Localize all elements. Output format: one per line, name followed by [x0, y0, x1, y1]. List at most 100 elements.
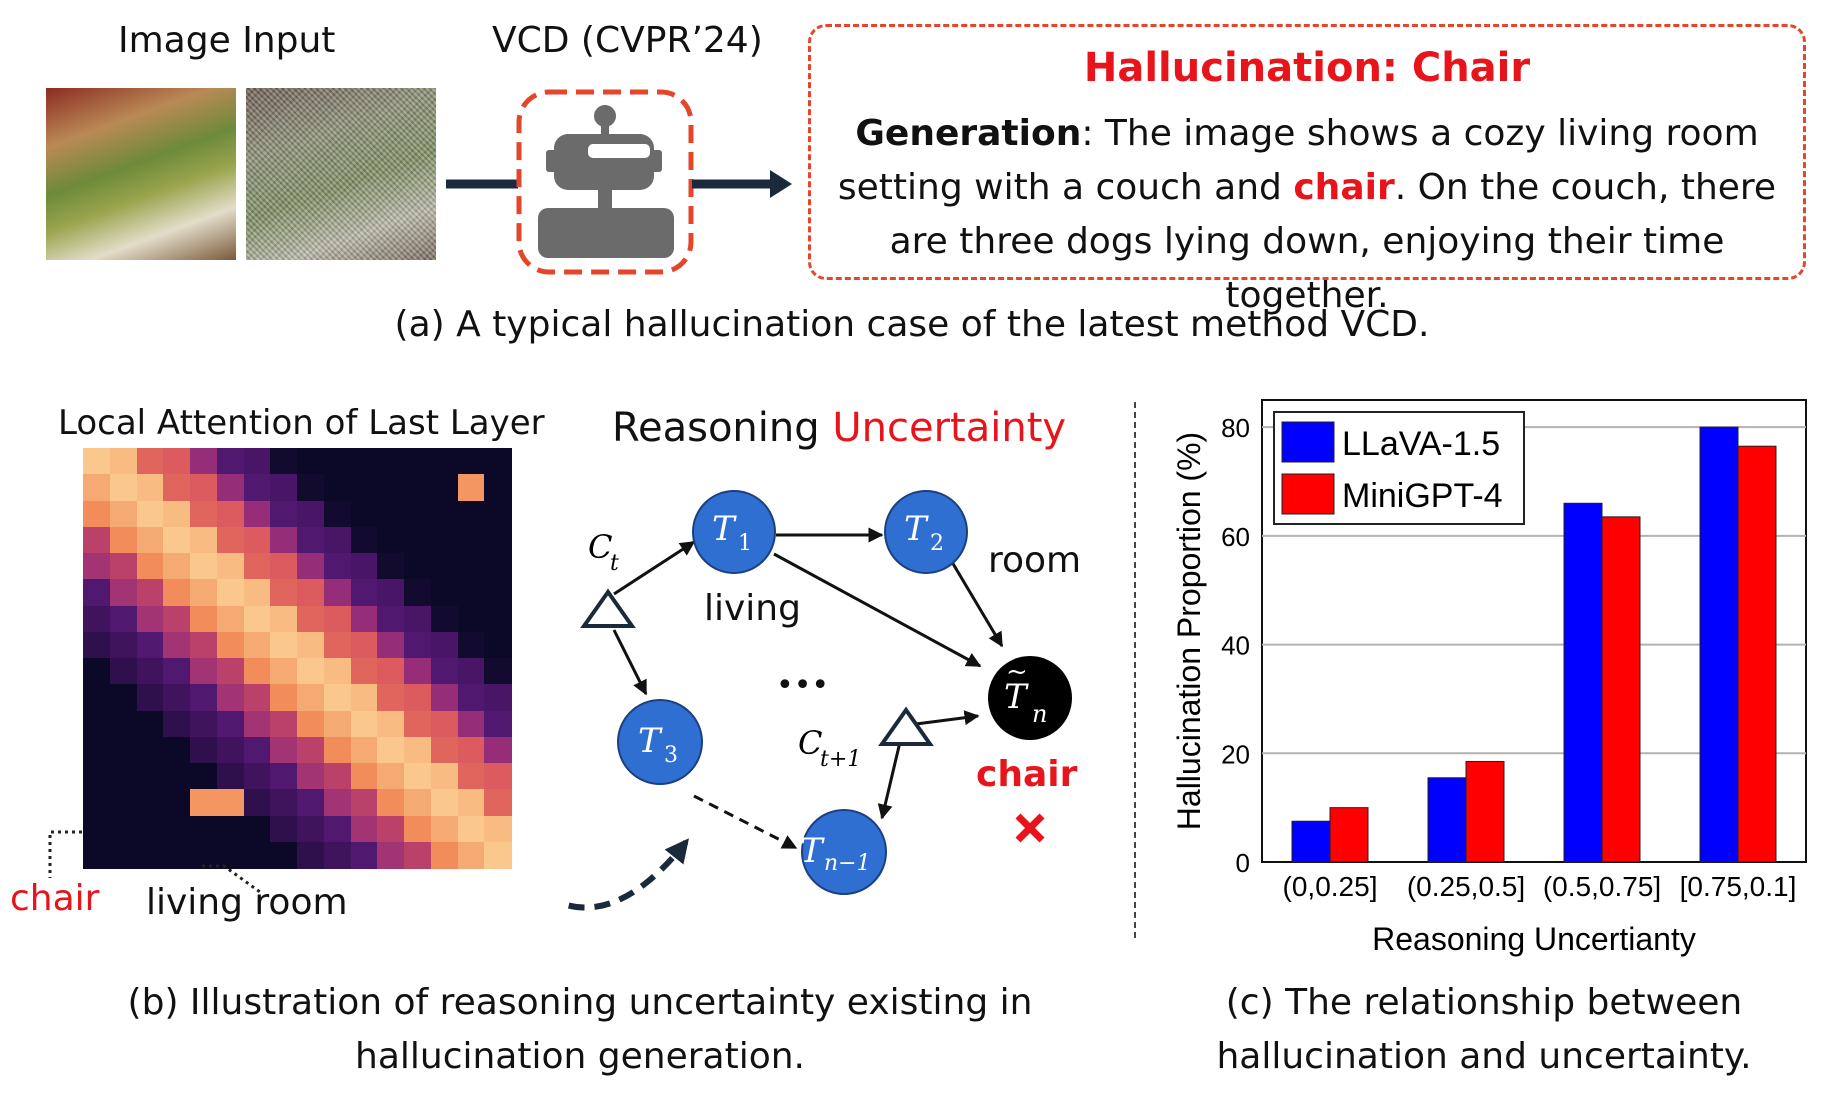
generation-text: Generation: The image shows a cozy livin… — [817, 107, 1797, 323]
heatmap-cell — [190, 658, 218, 685]
heatmap-cell — [270, 736, 298, 764]
heatmap-cell — [83, 763, 111, 790]
heatmap-cell — [350, 500, 378, 528]
y-tick-labels: 0 20 40 60 80 — [1221, 413, 1250, 878]
link-arrow-dashed — [560, 838, 689, 911]
heatmap-cell — [216, 448, 245, 475]
heatmap-cell — [457, 841, 485, 869]
heatmap-cell — [109, 710, 138, 738]
heatmap-cell — [350, 789, 378, 817]
svg-text:t+1: t+1 — [820, 747, 861, 772]
heatmap-cell — [484, 579, 512, 607]
heatmap-cell — [297, 553, 325, 580]
heatmap-cell — [190, 553, 218, 580]
heatmap-cell — [484, 841, 512, 869]
heatmap-cell — [190, 500, 218, 528]
heatmap-cell — [216, 763, 245, 790]
heatmap-cell — [163, 448, 191, 475]
bar-MiniGPT-4 — [1601, 516, 1641, 863]
heatmap-cell — [457, 763, 485, 790]
heatmap-cell — [457, 789, 485, 817]
heatmap-cell — [83, 736, 111, 764]
svg-text:C: C — [588, 528, 612, 566]
heatmap-cell — [297, 605, 325, 633]
heatmap-cell — [190, 789, 218, 817]
heatmap-cell — [297, 763, 325, 790]
heatmap-cell — [350, 448, 378, 475]
svg-text:~: ~ — [1006, 657, 1028, 687]
heatmap-cell — [270, 684, 298, 712]
bars — [1291, 426, 1777, 863]
heatmap-cell — [243, 605, 271, 633]
caption-c-line2: hallucination and uncertainty. — [1216, 1036, 1752, 1077]
caption-b-line1: (b) Illustration of reasoning uncertaint… — [127, 982, 1033, 1023]
svg-text:t: t — [610, 551, 619, 576]
heatmap-cell — [484, 500, 512, 528]
ct-triangle — [580, 588, 636, 628]
heatmap-cell — [243, 684, 271, 712]
chair-axis-label: chair — [10, 878, 100, 919]
bar-MiniGPT-4 — [1465, 760, 1505, 863]
heatmap-cell — [484, 710, 512, 738]
heatmap-cell — [109, 631, 138, 659]
heatmap-cell — [430, 763, 459, 790]
heatmap-cell — [190, 579, 218, 607]
y-axis-label: Hallucination Proportion (%) — [1171, 432, 1207, 830]
heatmap-cell — [136, 474, 164, 502]
heatmap-cell — [83, 448, 111, 475]
svg-text:T: T — [1004, 677, 1029, 717]
legend-swatch — [1281, 421, 1335, 463]
heatmap-cell — [323, 448, 352, 475]
heatmap-cell — [323, 789, 352, 817]
heatmap-cell — [377, 500, 405, 528]
bar-LLaVA-1.5 — [1563, 502, 1603, 863]
heatmap-cell — [136, 658, 164, 685]
heatmap-cell — [377, 789, 405, 817]
heatmap-cell — [163, 815, 191, 843]
heatmap-cell — [270, 474, 298, 502]
heatmap-cell — [109, 579, 138, 607]
heatmap-cell — [136, 684, 164, 712]
heatmap-cell — [350, 763, 378, 790]
heatmap-cell — [216, 736, 245, 764]
heatmap-cell — [377, 553, 405, 580]
generation-text-part2: . On the couch, there are three dogs lyi… — [889, 167, 1777, 316]
heatmap-cell — [430, 658, 459, 685]
bar-LLaVA-1.5 — [1291, 820, 1331, 863]
heatmap-cell — [163, 710, 191, 738]
ct1-triangle — [878, 706, 934, 746]
heatmap-cell — [163, 579, 191, 607]
heatmap-cell — [136, 815, 164, 843]
heatmap-cell — [430, 631, 459, 659]
heatmap-cell — [297, 474, 325, 502]
heatmap-cell — [163, 684, 191, 712]
heatmap-cell — [457, 658, 485, 685]
heatmap-cell — [297, 815, 325, 843]
svg-text:1: 1 — [738, 531, 752, 556]
heatmap-cell — [270, 710, 298, 738]
heatmap-cell — [430, 815, 459, 843]
heatmap-cell — [457, 684, 485, 712]
heatmap-cell — [323, 763, 352, 790]
edge-t2-tn — [950, 561, 1004, 648]
node-label-chair: chair — [976, 754, 1078, 795]
node-label-room: room — [988, 540, 1082, 581]
heatmap-cell — [404, 474, 432, 502]
heatmap-cell — [457, 474, 485, 502]
heatmap-cell — [404, 500, 432, 528]
y-tick-label: 0 — [1236, 848, 1250, 878]
heatmap-cell — [83, 710, 111, 738]
heatmap-cell — [216, 605, 245, 633]
heatmap-cell — [350, 526, 378, 554]
plot-frame — [1261, 399, 1807, 863]
heatmap-cell — [404, 526, 432, 554]
heatmap-cell — [457, 553, 485, 580]
x-tick-label: [0.75,0.1] — [1680, 871, 1797, 902]
heatmap-cell — [83, 605, 111, 633]
heatmap-cell — [297, 736, 325, 764]
heatmap-cell — [350, 631, 378, 659]
reasoning-prefix: Reasoning — [612, 405, 833, 451]
heatmap-cell — [243, 841, 271, 869]
